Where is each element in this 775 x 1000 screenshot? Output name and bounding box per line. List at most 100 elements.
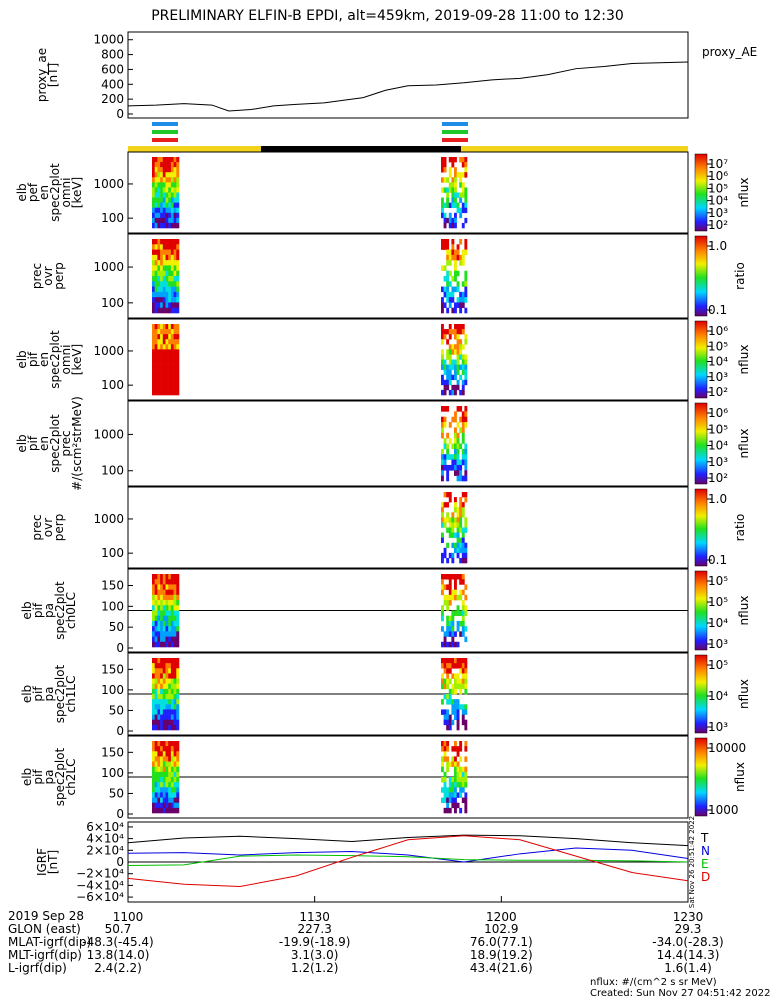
- ylabel-line: spec2plot: [48, 414, 62, 473]
- heatmap-cell: [456, 202, 460, 209]
- heatmap-cell: [441, 297, 444, 303]
- heatmap-cell: [464, 422, 468, 428]
- heatmap-cell: [160, 379, 164, 386]
- heatmap-cell: [154, 719, 158, 726]
- heatmap-cell: [454, 254, 457, 261]
- heatmap-cell: [173, 354, 177, 360]
- heatmap-cell: [446, 443, 450, 450]
- heatmap-cell: [173, 276, 177, 282]
- heatmap-cell: [461, 678, 465, 685]
- heatmap-cell: [170, 589, 174, 596]
- heatmap-cell: [165, 600, 169, 606]
- heatmap-cell: [456, 349, 460, 355]
- heatmap-cell: [451, 389, 455, 396]
- heatmap-cell: [154, 574, 158, 580]
- heatmap-cell: [168, 374, 172, 381]
- ytick-label: 800: [101, 48, 124, 62]
- heatmap-cell: [176, 626, 180, 632]
- heatmap-cell: [459, 239, 463, 245]
- heatmap-cell: [464, 286, 468, 293]
- heatmap-cell: [154, 182, 158, 188]
- heatmap-cell: [176, 797, 180, 804]
- heatmap-cell: [459, 579, 463, 585]
- heatmap-cell: [173, 302, 177, 309]
- heatmap-cell: [176, 369, 180, 376]
- heatmap-cell: [454, 756, 457, 762]
- heatmap-cell: [176, 658, 180, 664]
- heatmap-cell: [173, 724, 177, 731]
- heatmap-cell: [459, 688, 463, 695]
- heatmap-cell: [157, 600, 161, 606]
- panel-frame: [127, 233, 689, 319]
- heatmap-cell: [152, 579, 155, 585]
- heatmap-cell: [162, 724, 166, 731]
- heatmap-cell: [157, 177, 161, 183]
- heatmap-cell: [451, 359, 455, 365]
- ylabel-line: spec2plot: [48, 163, 62, 222]
- igrf-legend-D: D: [701, 870, 710, 884]
- heatmap-cell: [446, 594, 450, 601]
- heatmap-cell: [443, 658, 447, 664]
- heatmap-cell: [461, 782, 465, 788]
- heatmap-cell: [152, 374, 155, 381]
- heatmap-cell: [443, 464, 447, 471]
- heatmap-cell: [454, 522, 457, 528]
- heatmap-cell: [165, 379, 169, 386]
- heatmap-cell: [451, 202, 455, 209]
- heatmap-cell: [173, 379, 177, 386]
- heatmap-cell: [443, 167, 447, 173]
- heatmap-cell: [446, 542, 450, 549]
- heatmap-cell: [454, 547, 457, 554]
- heatmap-cell: [154, 741, 158, 747]
- heatmap-cell: [170, 658, 174, 664]
- heatmap-cell: [173, 673, 177, 679]
- heatmap-cell: [441, 605, 444, 611]
- heatmap-cell: [441, 502, 444, 508]
- heatmap-cell: [441, 167, 444, 173]
- heatmap-cell: [443, 552, 447, 559]
- heatmap-cell: [461, 324, 465, 330]
- heatmap-cell: [443, 777, 447, 783]
- heatmap-cell: [451, 802, 455, 809]
- heatmap-cell: [176, 782, 180, 788]
- heatmap-cell: [448, 364, 452, 370]
- heatmap-cell: [170, 260, 174, 266]
- heatmap-cell: [154, 673, 158, 679]
- heatmap-cell: [173, 714, 177, 721]
- heatmap-cell: [464, 746, 468, 752]
- heatmap-cell: [170, 699, 174, 705]
- heatmap-cell: [443, 719, 447, 726]
- heatmap-cell: [441, 663, 444, 669]
- heatmap-cell: [459, 157, 463, 163]
- heatmap-cell: [451, 704, 455, 710]
- heatmap-cell: [443, 265, 447, 272]
- heatmap-cell: [170, 694, 174, 700]
- heatmap-cell: [461, 527, 465, 533]
- heatmap-cell: [157, 249, 161, 256]
- heatmap-cell: [461, 369, 465, 376]
- heatmap-cell: [173, 217, 177, 224]
- heatmap-cell: [446, 517, 450, 523]
- heatmap-cell: [464, 297, 468, 303]
- heatmap-cell: [157, 792, 161, 798]
- colorbar-label: 10³: [708, 637, 728, 651]
- heatmap-cell: [451, 557, 455, 564]
- heatmap-cell: [154, 668, 158, 674]
- heatmap-cell: [448, 334, 452, 340]
- heatmap-cell: [168, 574, 172, 580]
- ytick-label: 6×10⁴: [86, 820, 124, 834]
- heatmap-cell: [456, 470, 460, 476]
- heatmap-cell: [454, 459, 457, 466]
- heatmap-cell: [464, 626, 468, 632]
- heatmap-cell: [152, 389, 155, 396]
- heatmap-cell: [443, 631, 447, 637]
- footer-row-value: -34.0(-28.3): [652, 935, 724, 949]
- ytick-label: 0: [116, 807, 124, 821]
- heatmap-cell: [459, 254, 463, 261]
- heatmap-cell: [165, 620, 169, 627]
- heatmap-cell: [461, 605, 465, 611]
- heatmap-cell: [451, 641, 455, 648]
- heatmap-cell: [443, 239, 447, 245]
- heatmap-cell: [176, 172, 180, 178]
- colorbar-label: 10⁶: [708, 169, 728, 183]
